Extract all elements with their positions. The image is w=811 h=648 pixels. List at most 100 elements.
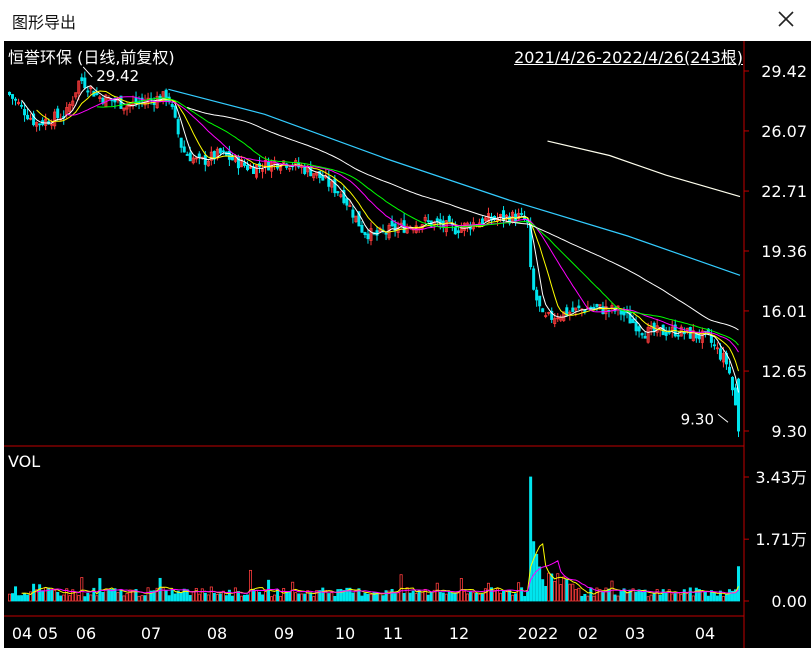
volume-bar <box>327 593 331 602</box>
volume-bar <box>44 587 48 602</box>
volume-bar <box>652 592 656 602</box>
date-range-label[interactable]: 2021/4/26-2022/4/26(243根) <box>514 48 743 67</box>
candle-body <box>568 311 572 314</box>
candle-body <box>423 217 427 221</box>
volume-bar <box>703 591 707 602</box>
candle-body <box>535 289 539 301</box>
volume-bar <box>480 593 484 602</box>
candle-body <box>206 161 210 167</box>
volume-bar <box>532 541 536 602</box>
volume-bar <box>453 593 457 602</box>
volume-bar <box>718 590 722 602</box>
candle-body <box>360 224 364 233</box>
volume-tick-label: 0.00 <box>771 592 807 611</box>
volume-bar <box>429 592 433 602</box>
close-button[interactable] <box>769 3 803 35</box>
volume-bar <box>128 589 132 602</box>
candle-body <box>252 166 256 175</box>
volume-bar <box>667 589 671 602</box>
volume-bar <box>360 595 364 602</box>
volume-bar <box>80 577 84 602</box>
candle-body <box>191 157 195 164</box>
candle-body <box>634 321 638 332</box>
volume-bar <box>348 587 352 602</box>
candle-body <box>86 90 90 93</box>
volume-bar <box>218 593 222 602</box>
ma-long-2-line <box>547 140 741 198</box>
candle-body <box>405 225 409 234</box>
volume-bar <box>203 592 207 602</box>
volume-bar <box>369 593 373 602</box>
candle-body <box>14 98 18 101</box>
candle-body <box>505 214 509 218</box>
candle-body <box>330 181 334 188</box>
volume-bar <box>336 589 340 602</box>
volume-bar <box>206 594 210 602</box>
candle-body <box>182 146 186 153</box>
volume-bar <box>381 595 385 602</box>
volume-bar <box>345 587 349 602</box>
volume-bar <box>462 590 466 602</box>
volume-bar <box>38 584 42 602</box>
volume-bar <box>489 587 493 602</box>
volume-bar <box>426 594 430 602</box>
volume-bar <box>432 589 436 602</box>
volume-bar <box>538 566 542 602</box>
month-tick-label: 06 <box>76 624 96 643</box>
volume-bar <box>583 593 587 602</box>
candle-body <box>89 86 93 90</box>
volume-bar <box>486 582 490 602</box>
candle-body <box>640 333 644 336</box>
candle-body <box>499 214 503 218</box>
volume-bar <box>239 595 243 602</box>
candle-body <box>98 96 102 99</box>
chart-area: 29.42 26.07 22.71 19.36 16.01 12.65 9.30 3.43万 1… <box>4 41 811 648</box>
volume-bar <box>23 593 27 602</box>
volume-bar <box>535 553 539 602</box>
volume-bar <box>496 588 500 602</box>
volume-bar <box>715 595 719 602</box>
volume-bar <box>279 595 283 602</box>
volume-bar <box>35 589 39 602</box>
candle-body <box>676 334 680 337</box>
volume-bar <box>396 592 400 602</box>
volume-bar <box>107 589 111 602</box>
candle-body <box>727 366 731 374</box>
volume-bar <box>74 591 78 602</box>
volume-bar <box>255 589 259 602</box>
candle-body <box>718 348 722 360</box>
volume-bar <box>417 590 421 602</box>
volume-bar <box>20 595 24 602</box>
candle-body <box>11 94 15 99</box>
candle-body <box>170 104 174 107</box>
volume-bar <box>502 590 506 602</box>
volume-bar <box>224 595 228 602</box>
candle-body <box>17 101 21 105</box>
volume-bar <box>137 595 141 602</box>
volume-bar <box>330 592 334 602</box>
volume-bar <box>119 589 123 602</box>
volume-bar <box>86 592 90 602</box>
volume-bar <box>363 592 367 602</box>
volume-bar <box>544 586 548 602</box>
volume-bar <box>613 594 617 602</box>
volume-bar <box>471 592 475 602</box>
volume-bar <box>297 593 301 602</box>
volume-bar <box>191 591 195 602</box>
candle-body <box>736 378 740 432</box>
volume-bar <box>11 593 15 602</box>
volume-bar <box>282 588 286 602</box>
volume-bar <box>312 596 316 602</box>
candle-body <box>598 304 602 307</box>
volume-bar <box>517 582 521 602</box>
candle-body <box>550 310 554 320</box>
volume-bar <box>354 590 358 602</box>
volume-bar <box>655 589 659 602</box>
volume-bar <box>592 595 596 602</box>
candle-body <box>351 209 355 218</box>
volume-bar <box>730 590 734 602</box>
ma60-line <box>187 106 739 331</box>
candle-body <box>622 310 626 316</box>
volume-bar <box>619 591 623 602</box>
volume-bar <box>670 593 674 602</box>
